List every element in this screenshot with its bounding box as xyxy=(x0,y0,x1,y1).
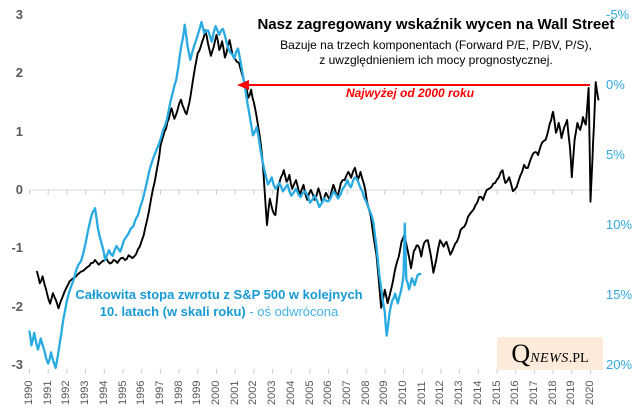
qnews-logo: Q NEWS .PL xyxy=(497,337,603,370)
zero-axis-ticks xyxy=(29,190,591,195)
x-axis-year-label: 2004 xyxy=(284,380,297,405)
sp500-return-annotation-line2-bold: 10. latach (w skali roku) xyxy=(99,304,246,319)
valuation-indicator-line xyxy=(36,29,600,310)
sp500-return-annotation: Całkowita stopa zwrotu z S&P 500 w kolej… xyxy=(68,286,370,320)
right-axis-label: 0% xyxy=(606,77,625,92)
right-axis-label: 5% xyxy=(606,147,625,162)
x-axis-year-label: 2013 xyxy=(453,380,466,405)
sp500-return-annotation-line2-light: - oś odwrócona xyxy=(245,304,339,319)
left-axis-label: -1 xyxy=(11,240,23,256)
red-arrow-head-icon xyxy=(237,80,249,90)
x-axis-year-label: 1996 xyxy=(135,380,148,405)
left-axis-label: 0 xyxy=(15,182,23,197)
qnews-logo-q: Q xyxy=(511,339,531,368)
x-axis-year-label: 1990 xyxy=(23,380,35,405)
x-axis-year-label: 2005 xyxy=(303,380,316,405)
x-axis-year-label: 1991 xyxy=(41,380,54,405)
qnews-logo-pl: .PL xyxy=(568,351,589,366)
x-axis-year-label: 2009 xyxy=(378,380,391,405)
x-axis-year-label: 1997 xyxy=(153,380,166,405)
x-axis-year-label: 2020 xyxy=(584,380,596,405)
x-axis-year-label: 2001 xyxy=(228,380,241,405)
x-axis-year-label: 2010 xyxy=(397,380,409,405)
qnews-logo-news: NEWS xyxy=(530,351,569,366)
x-axis-year-label: 2016 xyxy=(509,380,522,405)
x-axis-year-label: 1995 xyxy=(116,380,129,405)
x-axis-year-label: 2017 xyxy=(527,380,540,405)
left-axis-label: 1 xyxy=(15,123,23,139)
red-arrow-annotation: Najwyżej od 2000 roku xyxy=(345,86,475,100)
right-axis-label: 15% xyxy=(606,287,633,302)
chart-series xyxy=(28,20,600,369)
left-axis-label: 2 xyxy=(15,65,23,81)
x-axis-year-label: 1992 xyxy=(60,380,73,405)
x-axis-year-label: 2003 xyxy=(266,380,279,405)
sp500-forward-return-line xyxy=(28,20,422,369)
red-arrow xyxy=(237,80,590,90)
x-axis-year-label: 2000 xyxy=(210,380,222,405)
chart-title: Nasz zagregowany wskaźnik wycen na Wall … xyxy=(257,16,615,33)
sp500-return-annotation-line1: Całkowita stopa zwrotu z S&P 500 w kolej… xyxy=(75,287,363,302)
x-axis-year-label: 2012 xyxy=(434,380,447,405)
x-axis-year-label: 1993 xyxy=(79,380,92,405)
x-axis-year-label: 2011 xyxy=(415,381,428,405)
x-axis-year-label: 2006 xyxy=(322,380,335,405)
chart-subtitle-line2: z uwzględnieniem ich mocy prognostycznej… xyxy=(319,53,553,67)
x-axis-year-label: 1999 xyxy=(191,380,204,405)
x-axis-year-label: 1994 xyxy=(97,380,110,405)
x-axis-year-label: 2002 xyxy=(247,380,260,405)
right-axis-label: 20% xyxy=(606,357,633,372)
x-axis-year-label: 2015 xyxy=(490,380,503,405)
x-axis-year-label: 2008 xyxy=(359,380,372,405)
left-axis-label: -3 xyxy=(11,356,23,372)
left-axis-label: 3 xyxy=(15,7,23,22)
x-axis-year-label: 2019 xyxy=(565,380,578,405)
x-axis-year-label: 2018 xyxy=(546,380,559,405)
x-axis-year-label: 2007 xyxy=(340,380,353,405)
right-axis-label: 10% xyxy=(606,217,633,232)
left-axis-label: -2 xyxy=(11,298,23,314)
right-axis-label: -5% xyxy=(606,7,630,22)
chart-subtitle-line1: Bazuje na trzech komponentach (Forward P… xyxy=(280,38,592,52)
x-axis-year-label: 1998 xyxy=(172,380,185,405)
x-axis-year-label: 2014 xyxy=(471,380,484,405)
